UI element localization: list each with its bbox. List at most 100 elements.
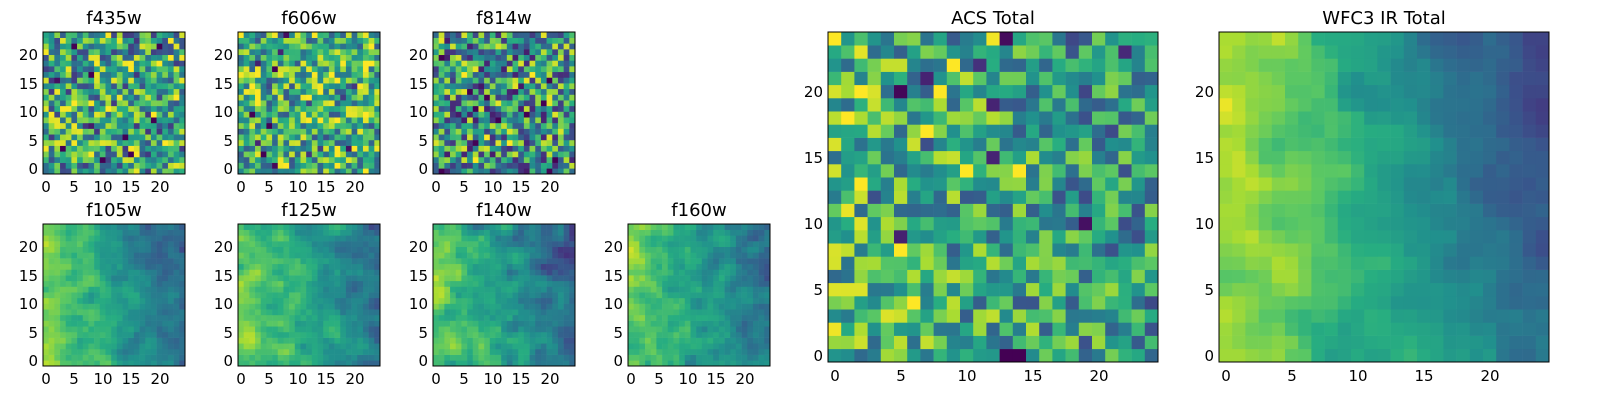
heatmap-cell [552, 111, 559, 118]
heatmap-cell [277, 139, 284, 146]
heatmap-cell [633, 348, 640, 355]
heatmap-cell [489, 246, 496, 253]
heatmap-cell [283, 235, 290, 242]
heatmap-cell [99, 263, 106, 270]
heatmap-cell [179, 229, 186, 236]
heatmap-cell [277, 60, 284, 67]
heatmap-cell [569, 343, 576, 350]
heatmap-cell [920, 296, 934, 310]
heatmap-cell [535, 263, 542, 270]
heatmap-cell [946, 243, 961, 257]
heatmap-cell [272, 326, 279, 333]
heatmap-cell [679, 297, 686, 304]
heatmap-cell [1039, 282, 1053, 297]
heatmap-cell [563, 162, 570, 169]
heatmap-cell [841, 230, 855, 244]
heatmap-cell [82, 156, 89, 163]
heatmap-cell [495, 275, 502, 282]
heatmap-cell [506, 151, 513, 158]
heatmap-cell [506, 156, 513, 163]
heatmap-cell [557, 111, 564, 118]
heatmap-cell [1012, 177, 1027, 191]
heatmap-cell [150, 105, 157, 112]
heatmap-cell [54, 252, 61, 259]
heatmap-cell [433, 66, 439, 73]
heatmap-cell [633, 343, 640, 350]
heatmap-cell [478, 269, 485, 276]
heatmap-cell [467, 71, 474, 78]
heatmap-cell [535, 252, 542, 259]
heatmap-cell [311, 94, 318, 101]
heatmap-cell [272, 162, 279, 169]
x-axis: 0 5 10 15 20 [431, 370, 559, 388]
heatmap-cell [249, 49, 256, 56]
heatmap-cell [1012, 124, 1027, 138]
heatmap-cell [506, 60, 513, 67]
heatmap-cell [255, 145, 262, 152]
heatmap-cell [552, 168, 559, 175]
heatmap-cell [311, 258, 318, 265]
heatmap-cell [323, 224, 330, 230]
heatmap-cell [461, 269, 468, 276]
heatmap-cell [266, 252, 273, 259]
heatmap-cell [645, 241, 652, 248]
heatmap-cell [311, 71, 318, 78]
heatmap-cell [255, 258, 262, 265]
heatmap-cell [501, 275, 508, 282]
x-tick-label: 20 [345, 370, 364, 388]
heatmap-cell [973, 177, 987, 191]
heatmap-cell [752, 320, 759, 327]
heatmap-cell [563, 71, 570, 78]
heatmap-cell [701, 343, 708, 350]
heatmap-cell [478, 354, 485, 361]
heatmap-cell [1052, 296, 1066, 310]
heatmap-cell [139, 117, 146, 124]
heatmap-cell [518, 263, 525, 270]
heatmap-cell [735, 303, 742, 310]
heatmap-cell [512, 235, 519, 242]
heatmap-cell [450, 117, 457, 124]
heatmap-cell [323, 66, 330, 73]
heatmap-cell [960, 164, 974, 178]
heatmap-cell [472, 60, 479, 67]
heatmap-cell [277, 354, 284, 361]
heatmap-cell [540, 77, 547, 84]
heatmap-cell [633, 354, 640, 361]
heatmap-cell [557, 326, 564, 333]
heatmap-cell [334, 105, 341, 112]
heatmap-cell [277, 111, 284, 118]
heatmap-cell [60, 343, 67, 350]
heatmap-cell [99, 235, 106, 242]
heatmap-cell [133, 292, 140, 299]
heatmap-cell [512, 122, 519, 129]
heatmap-cell [99, 320, 106, 327]
heatmap-cell [88, 280, 95, 287]
heatmap-cell [294, 263, 301, 270]
heatmap-cell [345, 66, 352, 73]
heatmap-cell [569, 156, 576, 163]
heatmap-cell [162, 280, 169, 287]
heatmap-cell [277, 275, 284, 282]
heatmap-cell [557, 162, 564, 169]
heatmap-cell [82, 286, 89, 293]
heatmap-cell [82, 348, 89, 355]
heatmap-cell [88, 122, 95, 129]
heatmap-cell [552, 60, 559, 67]
heatmap-cell [351, 258, 358, 265]
heatmap-cell [518, 309, 525, 316]
heatmap-cell [340, 139, 347, 146]
heatmap-cell [71, 117, 78, 124]
heatmap-cell [512, 60, 519, 67]
heatmap-cell [289, 94, 296, 101]
heatmap-cell [65, 156, 72, 163]
heatmap-cell [546, 156, 553, 163]
heatmap-cell [323, 168, 330, 175]
heatmap-cell [1039, 164, 1053, 178]
heatmap-cell [277, 229, 284, 236]
heatmap-cell [179, 303, 186, 310]
heatmap-cell [523, 162, 530, 169]
heatmap-cell [523, 280, 530, 287]
heatmap-cell [105, 292, 112, 299]
heatmap-cell [557, 331, 564, 338]
heatmap-cell [433, 235, 439, 242]
